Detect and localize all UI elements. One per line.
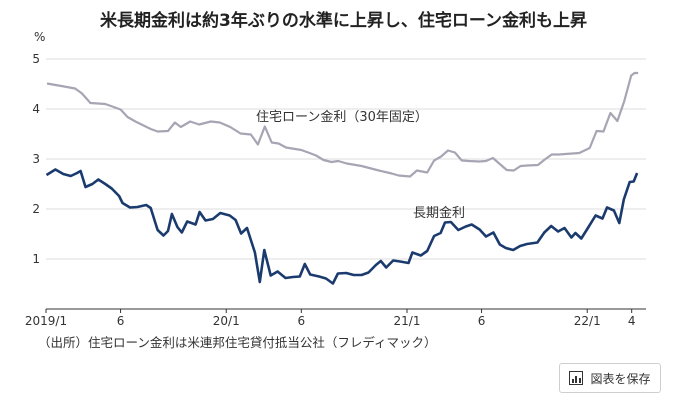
series-annotations: 住宅ローン金利（30年固定） 長期金利	[256, 109, 465, 221]
chart-title: 米長期金利は約3年ぶりの水準に上昇し、住宅ローン金利も上昇	[100, 11, 587, 31]
y-tick-label: 2	[32, 202, 40, 216]
x-tick-labels: 2019/1 6 20/1 6 21/1 6 22/1 4	[25, 309, 636, 328]
x-tick-label: 6	[297, 314, 305, 328]
y-tick-label: 1	[32, 252, 40, 266]
x-tick-label: 22/1	[574, 314, 601, 328]
y-tick-label: 4	[32, 102, 40, 116]
x-tick-label: 4	[628, 314, 636, 328]
series-lines	[45, 71, 639, 285]
mortgage-rate-line	[46, 71, 639, 178]
x-tick-label: 6	[478, 314, 486, 328]
x-tick-label: 20/1	[213, 314, 240, 328]
save-chart-button[interactable]: 図表を保存	[559, 363, 661, 393]
gridlines	[46, 58, 646, 310]
y-tick-labels: 1 2 3 4 5	[32, 52, 40, 266]
x-tick-label: 21/1	[394, 314, 421, 328]
y-tick-label: 5	[32, 52, 40, 66]
chart-bar-icon	[569, 371, 584, 385]
mortgage-rate-annotation: 住宅ローン金利（30年固定）	[256, 109, 428, 125]
x-tick-label: 2019/1	[25, 314, 67, 328]
x-tick-label: 6	[117, 314, 125, 328]
y-tick-label: 3	[32, 152, 40, 166]
save-chart-label: 図表を保存	[590, 371, 651, 386]
y-unit-label: %	[34, 30, 46, 44]
long-term-rate-line	[45, 168, 639, 285]
source-note: （出所）住宅ローン金利は米連邦住宅貸付抵当公社（フレディマック）	[38, 335, 437, 350]
long-term-rate-annotation: 長期金利	[413, 205, 465, 221]
